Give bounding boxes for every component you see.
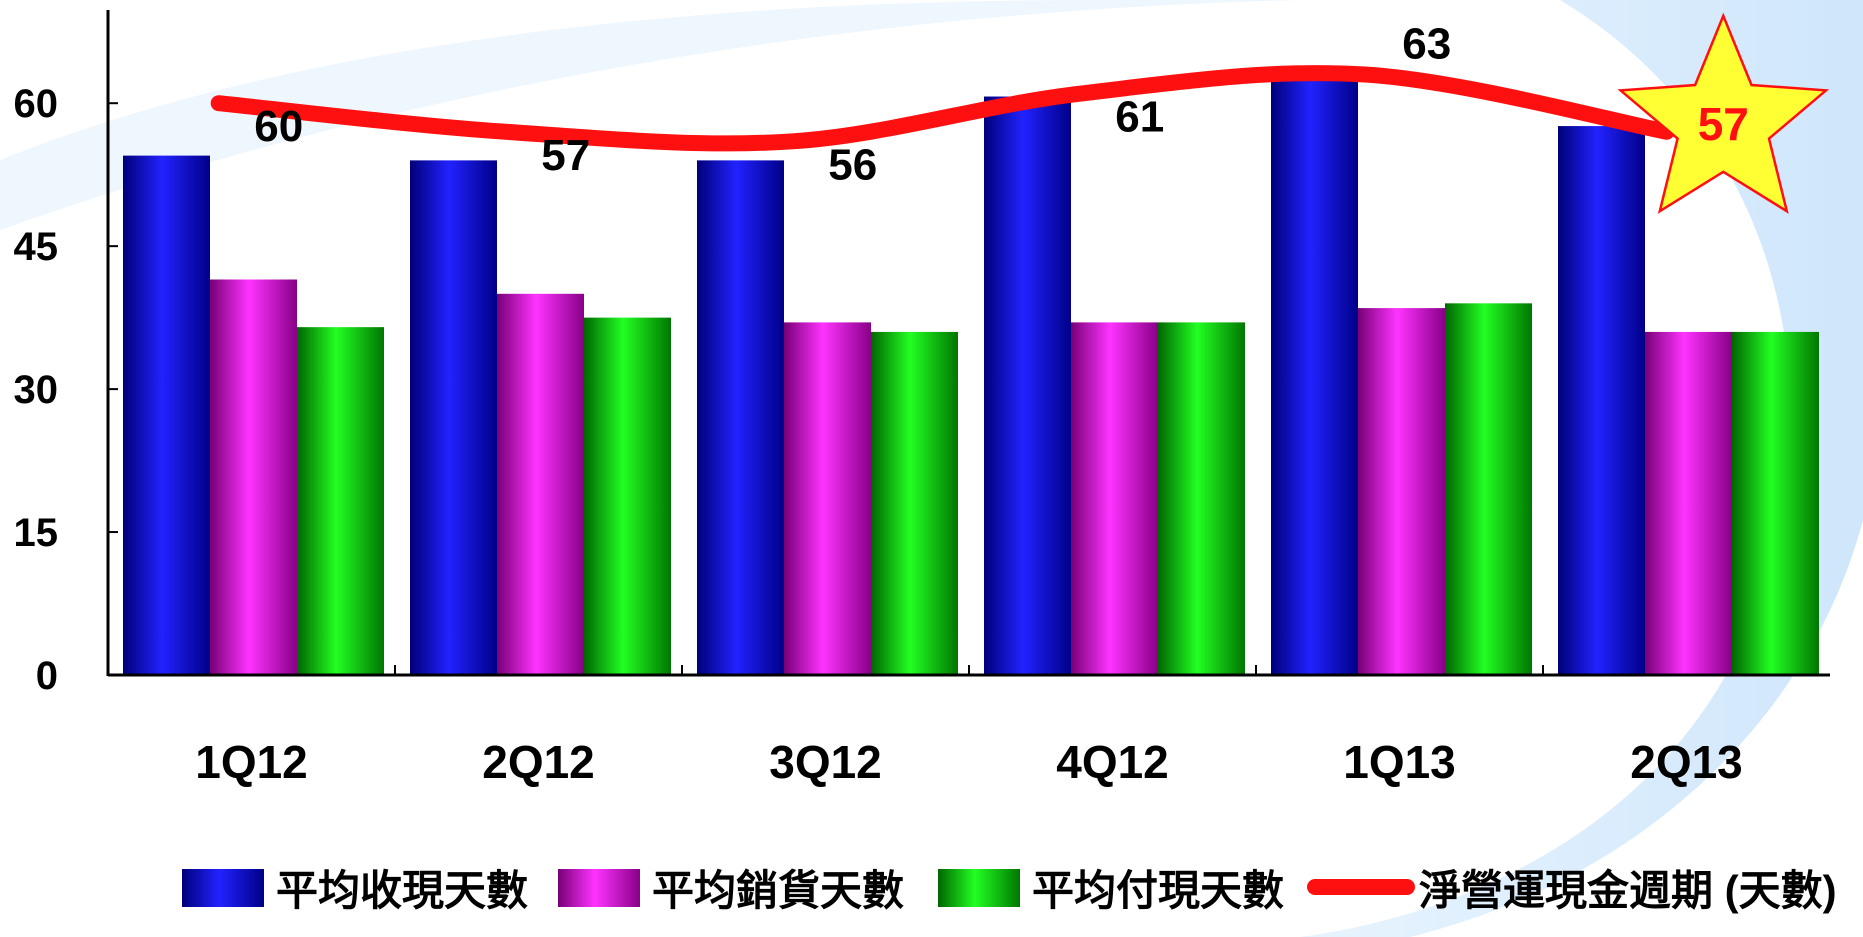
bar-1q12-s3 [297, 327, 384, 675]
data-label-2q13: 57 [1698, 98, 1749, 150]
x-category-label: 2Q13 [1630, 736, 1743, 788]
y-tick-labels: 0 15 30 45 60 [14, 82, 59, 698]
legend-label: 平均銷貨天數 [652, 867, 904, 914]
legend-label: 淨營運現金週期 (天數) [1419, 867, 1837, 914]
bar-3q12-s2 [784, 322, 871, 675]
x-category-labels: 1Q12 2Q12 3Q12 4Q12 1Q13 2Q13 [195, 736, 1743, 788]
data-label-1q13: 63 [1402, 20, 1451, 69]
x-category-label: 2Q12 [482, 736, 595, 788]
bar-2q13-s2 [1645, 331, 1732, 675]
data-label-2q12: 57 [541, 131, 590, 180]
bar-3q12-s3 [871, 331, 958, 675]
legend-swatch [558, 869, 640, 907]
y-tick-label: 0 [36, 654, 58, 698]
bar-2q12-s2 [497, 293, 584, 675]
y-tick-label: 15 [14, 511, 59, 555]
data-label-4q12: 61 [1115, 93, 1164, 142]
bar-4q12-s3 [1158, 322, 1245, 675]
bar-1q12-s1 [123, 155, 210, 676]
x-category-label: 1Q12 [195, 736, 308, 788]
bar-1q13-s1 [1271, 75, 1358, 676]
bar-group [123, 75, 1819, 676]
bar-1q12-s2 [210, 279, 297, 675]
legend-swatch [938, 869, 1020, 907]
data-label-3q12: 56 [828, 140, 877, 189]
bar-2q12-s1 [410, 160, 497, 675]
x-category-label: 4Q12 [1056, 736, 1169, 788]
x-category-label: 3Q12 [769, 736, 882, 788]
data-label-1q12: 60 [254, 102, 303, 151]
series-line-net-cycle [210, 65, 1675, 152]
bar-1q13-s3 [1445, 303, 1532, 675]
highlight-star-icon [1617, 12, 1830, 214]
legend-label: 平均收現天數 [276, 867, 528, 914]
axis-ticks [108, 102, 1544, 676]
legend: 平均收現天數 平均銷貨天數 平均付現天數 淨營運現金週期 (天數) [182, 867, 1837, 914]
bar-3q12-s1 [697, 160, 784, 675]
background-swoosh [1300, 0, 1863, 937]
legend-swatch [182, 869, 264, 907]
bar-1q13-s2 [1358, 308, 1445, 675]
x-category-label: 1Q13 [1343, 736, 1456, 788]
y-tick-label: 30 [14, 368, 59, 412]
y-tick-label: 60 [14, 82, 59, 126]
bar-2q12-s3 [584, 317, 671, 675]
data-labels: 60 57 56 61 63 57 [254, 20, 1749, 190]
bar-4q12-s2 [1071, 322, 1158, 675]
y-tick-label: 45 [14, 225, 59, 269]
bar-2q13-s3 [1732, 331, 1819, 675]
bar-4q12-s1 [984, 96, 1071, 676]
bar-2q13-s1 [1558, 126, 1645, 675]
legend-label: 平均付現天數 [1032, 867, 1284, 914]
